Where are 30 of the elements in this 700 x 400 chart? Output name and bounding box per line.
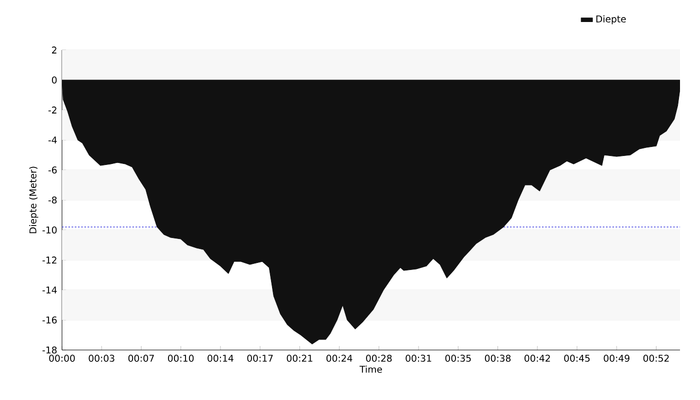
y-tick-label: -6 bbox=[48, 166, 57, 174]
x-tick-label: 00:07 bbox=[128, 354, 154, 362]
y-tick-label: -12 bbox=[42, 256, 56, 264]
y-tick-label: -4 bbox=[48, 136, 57, 144]
x-tick-label: 00:42 bbox=[524, 354, 550, 362]
x-tick-label: 00:24 bbox=[326, 354, 352, 362]
y-tick-label: -14 bbox=[42, 286, 57, 294]
y-tick-label: -8 bbox=[48, 196, 57, 204]
x-tick-label: 00:52 bbox=[643, 354, 669, 362]
y-tick-label: -2 bbox=[48, 106, 56, 114]
y-tick-label: 2 bbox=[52, 46, 56, 54]
x-tick-label: 00:21 bbox=[286, 354, 312, 362]
x-tick-label: 00:45 bbox=[564, 354, 590, 362]
y-tick-label: -16 bbox=[42, 316, 57, 324]
y-axis-title: Diepte (Meter) bbox=[29, 166, 38, 234]
x-tick-label: 00:28 bbox=[366, 354, 392, 362]
legend-label: Diepte bbox=[596, 15, 626, 24]
x-tick-label: 00:03 bbox=[88, 354, 114, 362]
x-axis-title: Time bbox=[360, 366, 382, 373]
y-tick-label: -10 bbox=[42, 226, 57, 234]
x-tick-label: 00:31 bbox=[406, 354, 432, 362]
x-tick-label: 00:10 bbox=[168, 354, 194, 362]
x-tick-label: 00:49 bbox=[604, 354, 630, 362]
x-tick-label: 00:00 bbox=[49, 354, 75, 362]
x-tick-label: 00:35 bbox=[445, 354, 471, 362]
x-tick-label: 00:17 bbox=[247, 354, 273, 362]
x-tick-label: 00:38 bbox=[484, 354, 511, 362]
x-tick-label: 00:14 bbox=[208, 354, 234, 362]
y-tick-label: 0 bbox=[52, 76, 57, 84]
y-tick-label: -18 bbox=[42, 346, 57, 354]
